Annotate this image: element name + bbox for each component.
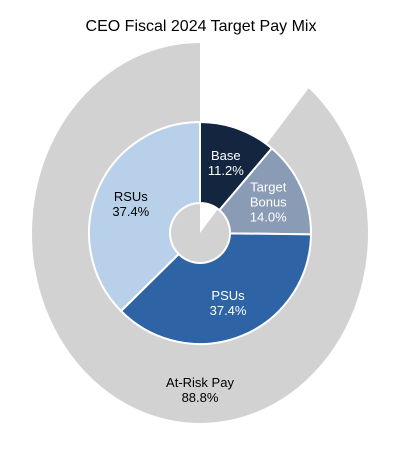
data-label: At-Risk Pay 88.8% [166,375,234,405]
label-value: 37.4% [112,204,150,220]
outer-slice [32,43,369,423]
data-label: PSUs 37.4% [198,288,258,318]
data-label: Target Bonus 14.0% [238,179,298,224]
label-value: 37.4% [209,302,247,318]
data-label: Base 11.2% [196,148,256,178]
label-name: Base [211,147,241,163]
pie-slice [119,232,313,345]
pie-slice [218,146,312,236]
label-name: PSUs [211,287,245,303]
label-name: At-Risk Pay [166,375,234,390]
data-label: RSUs 37.4% [101,189,161,219]
label-name: Target Bonus [249,179,287,210]
label-value: 11.2% [207,162,244,178]
label-value: 14.0% [249,209,287,225]
label-name: RSUs [113,189,148,205]
chart-title: CEO Fiscal 2024 Target Pay Mix [86,18,317,35]
pie-slice [88,120,201,313]
label-value: 88.8% [181,390,219,405]
